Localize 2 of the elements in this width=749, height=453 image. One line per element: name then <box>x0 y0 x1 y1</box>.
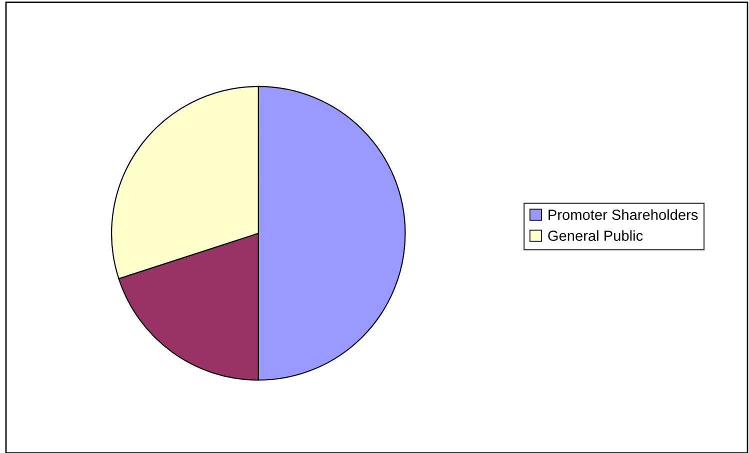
legend-label: General Public <box>548 230 643 241</box>
legend-label: Promoter Shareholders <box>548 209 698 220</box>
